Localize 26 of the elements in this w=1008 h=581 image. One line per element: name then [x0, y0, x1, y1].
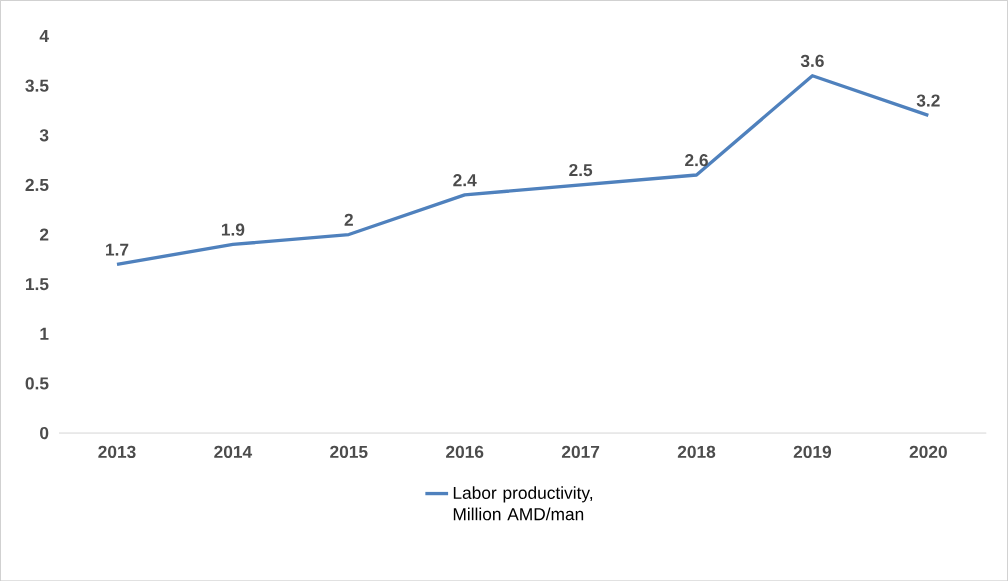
- x-tick-label: 2020: [909, 445, 947, 458]
- y-tick-label: 4: [39, 29, 49, 42]
- y-tick-label: 0: [40, 426, 49, 440]
- y-tick-label: 2.5: [25, 178, 49, 191]
- data-label: 3.2: [916, 94, 940, 107]
- y-tick-label: 1: [40, 327, 49, 340]
- x-tick-label: 2015: [330, 445, 368, 458]
- x-tick-label: 2013: [98, 445, 136, 458]
- y-tick-label: 0.5: [25, 377, 49, 390]
- data-label: 2.4: [453, 173, 477, 186]
- y-tick-label: 3: [39, 128, 49, 142]
- x-tick-label: 2019: [793, 445, 832, 458]
- x-tick-label: 2017: [561, 445, 600, 458]
- x-tick-label: 2014: [214, 445, 253, 458]
- data-label: 3.6: [800, 54, 824, 67]
- data-label: 2.5: [569, 163, 593, 177]
- y-tick-label: 3.5: [25, 79, 49, 92]
- data-label: 2: [344, 213, 353, 226]
- x-tick-label: 2016: [446, 445, 484, 458]
- y-tick-label: 1.5: [26, 277, 49, 291]
- data-label: 2.6: [685, 153, 708, 167]
- x-tick-label: 2018: [677, 445, 716, 458]
- legend-label: Labor productivity, Million AMD/man: [453, 486, 593, 521]
- y-tick-label: 2: [39, 228, 49, 241]
- data-label: 1.9: [221, 223, 245, 236]
- data-label: 1.7: [106, 243, 129, 256]
